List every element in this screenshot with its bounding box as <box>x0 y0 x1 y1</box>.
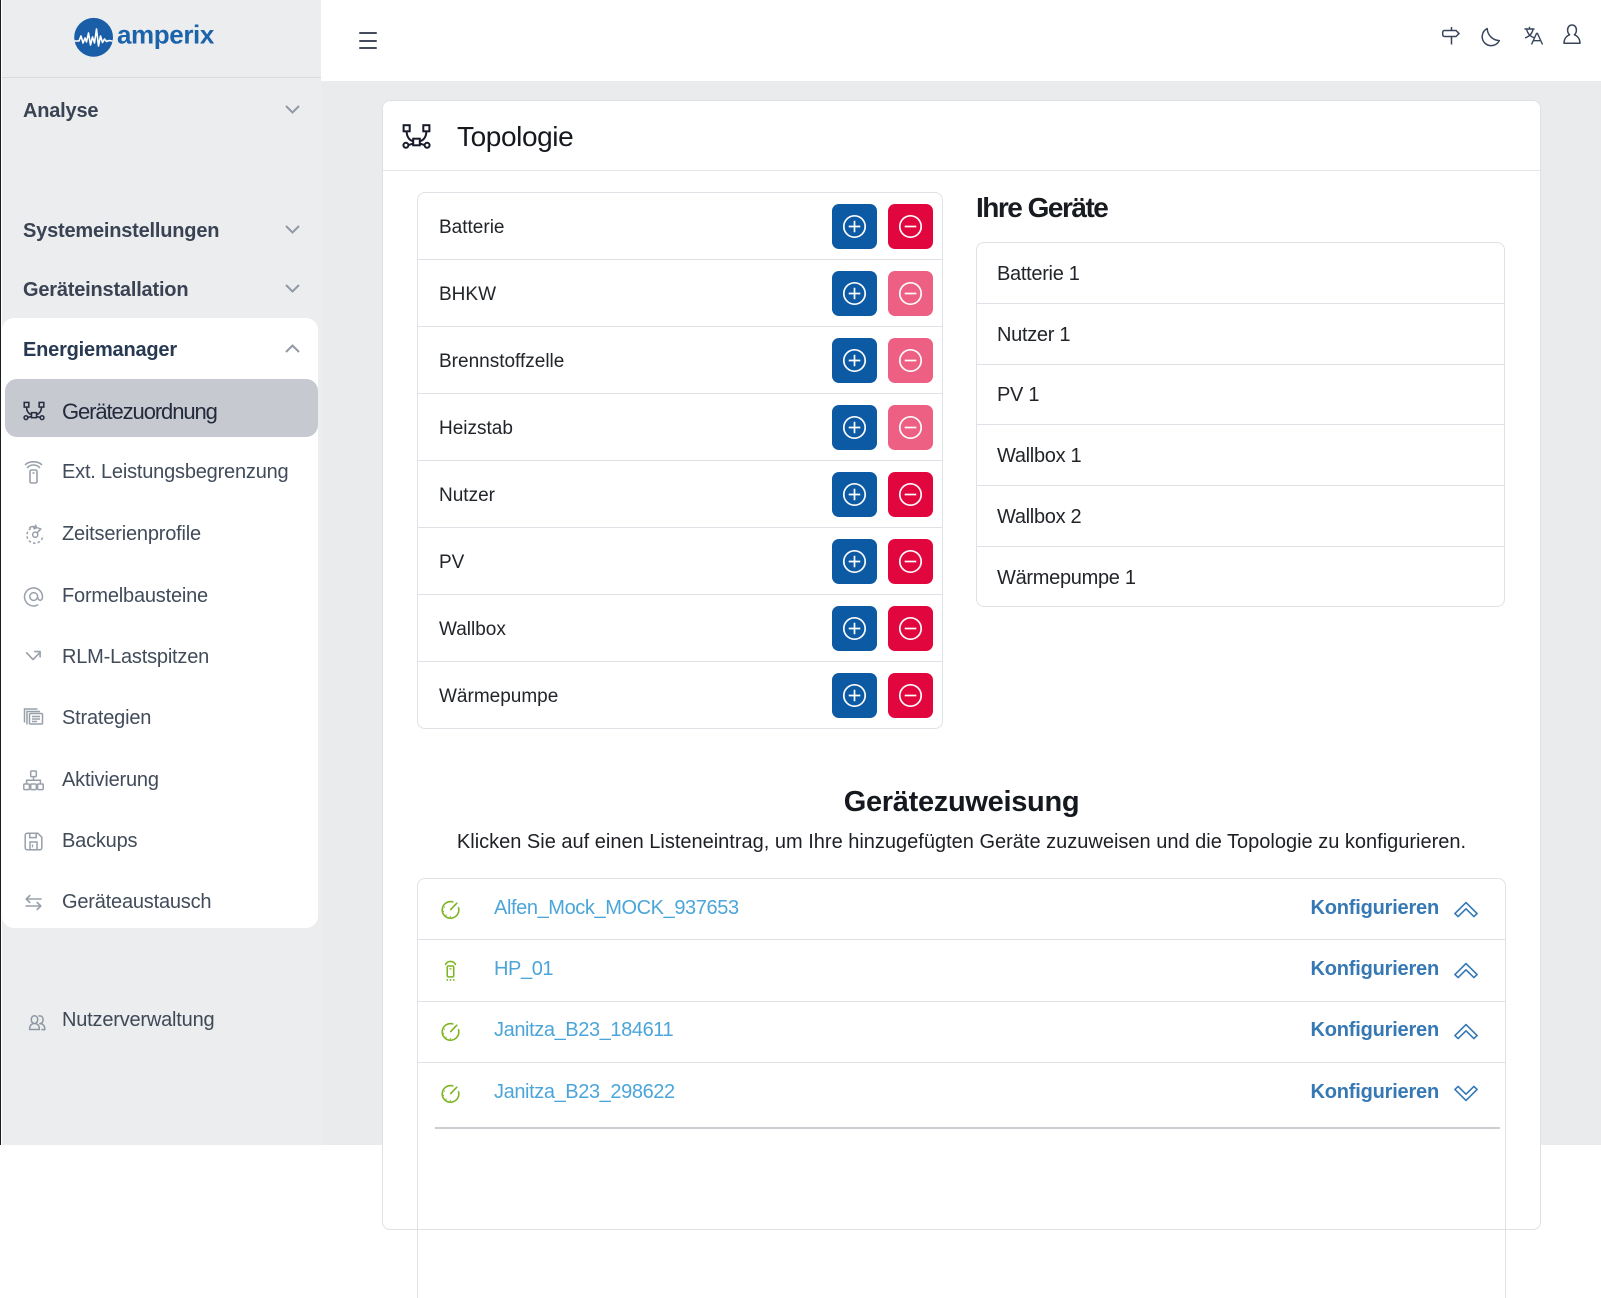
svg-text:amperix: amperix <box>117 20 215 50</box>
